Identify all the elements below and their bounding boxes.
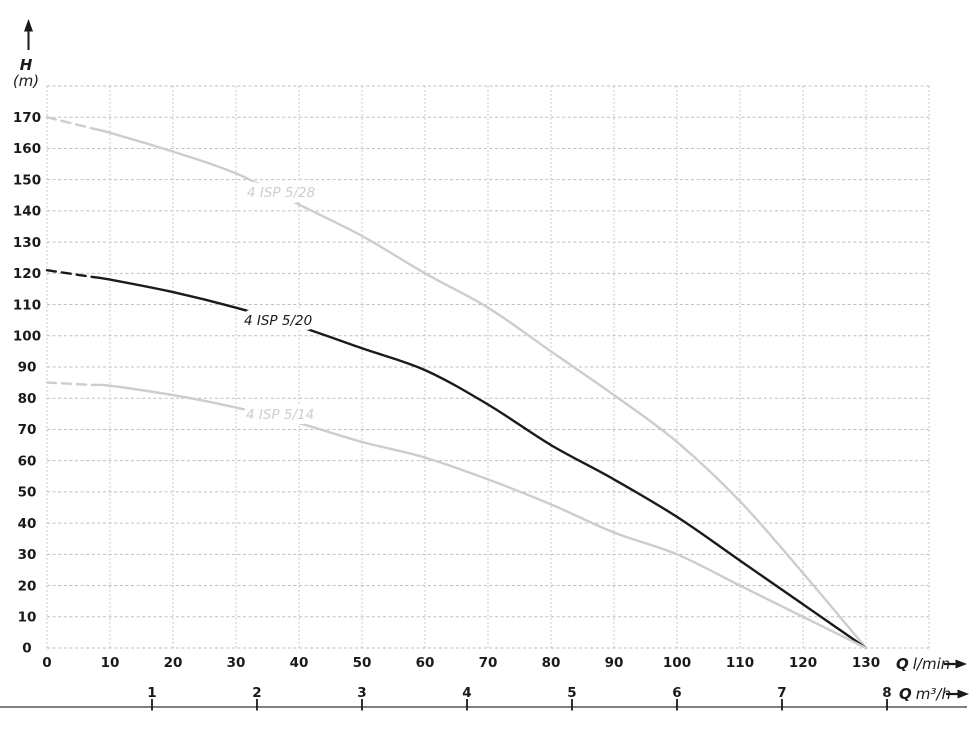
x-tick-label-lmin: 50 <box>353 655 372 671</box>
m3h-tick-label: 1 <box>147 685 156 701</box>
m3h-tick-label: 5 <box>567 685 576 701</box>
x-axis-m3h-unit: m³/h <box>916 685 951 703</box>
y-tick-label: 80 <box>18 391 37 407</box>
y-tick-label: 10 <box>18 609 37 625</box>
m3h-tick-label: 2 <box>252 685 261 701</box>
x-axis-lmin-ticks: 0 10 20 30 40 50 60 70 80 90 100 110 120 130 <box>42 655 880 671</box>
y-tick-label: 50 <box>18 485 37 501</box>
m3h-tick-label: 8 <box>882 685 891 701</box>
x-tick-label-lmin: 20 <box>164 655 183 671</box>
y-tick-label: 40 <box>18 516 37 532</box>
y-axis-label: H <box>20 56 33 74</box>
y-tick-label: 90 <box>18 360 37 376</box>
y-tick-label: 140 <box>13 204 41 220</box>
m3h-tick-label: 3 <box>357 685 366 701</box>
x-tick-label-lmin: 130 <box>852 655 880 671</box>
x-axis-lmin-unit: l/min <box>913 655 951 673</box>
x-axis-m3h-scale: 1 2 3 4 5 6 7 8 <box>0 685 967 711</box>
x-tick-label-lmin: 60 <box>416 655 435 671</box>
x-tick-label-lmin: 70 <box>479 655 498 671</box>
curve-label-4-isp-5-28: 4 ISP 5/28 <box>247 185 315 201</box>
y-tick-label: 100 <box>13 328 41 344</box>
curve-4-isp-5-20-dashed-start <box>45 269 96 279</box>
curve-4-isp-5-14 <box>93 383 868 650</box>
arrow-up-icon <box>24 19 33 50</box>
x-tick-label-lmin: 120 <box>789 655 817 671</box>
x-tick-label-lmin: 80 <box>542 655 561 671</box>
x-axis-lmin-symbol: Q <box>896 655 909 673</box>
y-tick-label: 170 <box>13 110 41 126</box>
curve-labels-layer: 4 ISP 5/28 4 ISP 5/20 4 ISP 5/14 <box>239 180 320 428</box>
curve-label-4-isp-5-14: 4 ISP 5/14 <box>246 407 314 423</box>
curve-4-isp-5-28 <box>93 127 868 650</box>
x-tick-label-lmin: 0 <box>42 655 51 671</box>
y-tick-label: 20 <box>18 578 37 594</box>
curves-layer <box>45 116 868 650</box>
y-tick-label: 150 <box>13 172 41 188</box>
y-tick-label: 0 <box>22 641 31 657</box>
curve-4-isp-5-20 <box>93 276 868 650</box>
arrow-right-icon <box>944 659 967 669</box>
y-tick-label: 160 <box>13 141 41 157</box>
x-axis-m3h-symbol: Q <box>899 685 912 703</box>
y-axis-title: H (m) <box>13 19 39 90</box>
x-tick-label-lmin: 110 <box>726 655 754 671</box>
x-tick-label-lmin: 40 <box>290 655 309 671</box>
m3h-tick-label: 7 <box>777 685 786 701</box>
x-tick-label-lmin: 30 <box>227 655 246 671</box>
x-tick-label-lmin: 90 <box>605 655 624 671</box>
grid-layer <box>46 85 930 649</box>
curve-label-4-isp-5-20: 4 ISP 5/20 <box>244 313 312 329</box>
m3h-tick-label: 6 <box>672 685 681 701</box>
arrow-right-icon <box>946 689 969 699</box>
curve-4-isp-5-28-dashed-start <box>45 116 96 131</box>
curve-4-isp-5-14-dashed-start <box>45 381 96 387</box>
x-tick-label-lmin: 10 <box>101 655 120 671</box>
y-tick-label: 130 <box>13 235 41 251</box>
y-tick-label: 60 <box>18 453 37 469</box>
y-tick-label: 70 <box>18 422 37 438</box>
y-tick-label: 120 <box>13 266 41 282</box>
y-axis-unit: (m) <box>13 72 39 90</box>
x-tick-label-lmin: 100 <box>663 655 691 671</box>
m3h-tick-label: 4 <box>462 685 471 701</box>
y-tick-label: 30 <box>18 547 37 563</box>
y-tick-label: 110 <box>13 297 41 313</box>
y-axis-ticks: 0 10 20 30 40 50 60 70 80 90 100 110 120 130 140 150 160… <box>13 110 41 657</box>
